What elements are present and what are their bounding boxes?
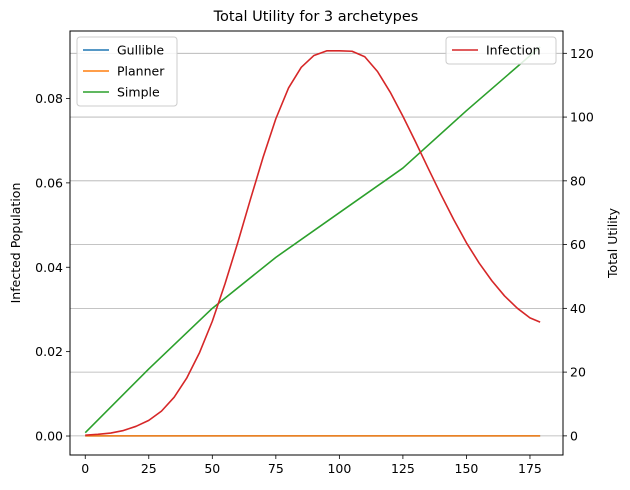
x-tick-label: 175 bbox=[518, 461, 542, 476]
y-tick-label-left: 0.00 bbox=[35, 429, 63, 444]
y-tick-label-right: 0 bbox=[570, 428, 578, 443]
y-axis-label-left: Infected Population bbox=[8, 183, 23, 304]
x-tick-label: 150 bbox=[455, 461, 479, 476]
x-tick-label: 50 bbox=[204, 461, 220, 476]
y-tick-label-right: 120 bbox=[570, 46, 594, 61]
chart-title: Total Utility for 3 archetypes bbox=[213, 9, 419, 25]
legend-label-infection: Infection bbox=[486, 43, 541, 58]
legend-label-simple: Simple bbox=[117, 85, 160, 100]
x-tick-label: 100 bbox=[327, 461, 351, 476]
y-tick-label-right: 60 bbox=[570, 237, 586, 252]
y-tick-label-right: 80 bbox=[570, 173, 586, 188]
x-tick-label: 125 bbox=[391, 461, 415, 476]
series-line-infection bbox=[85, 50, 541, 436]
grid bbox=[70, 52, 563, 437]
y-tick-label-left: 0.08 bbox=[35, 91, 63, 106]
legend-box bbox=[76, 36, 178, 107]
x-tick-label: 75 bbox=[268, 461, 284, 476]
axis-ticks: 0 25 50 75 100 125 150 175 0.00 0.02 0.04 0.06 0.08 0… bbox=[35, 46, 594, 476]
legend-right: Infection bbox=[445, 36, 557, 65]
y-tick-label-right: 100 bbox=[570, 110, 594, 125]
x-tick-label: 25 bbox=[141, 461, 157, 476]
legend-label-planner: Planner bbox=[117, 64, 165, 79]
legend-left: Gullible Planner Simple bbox=[76, 36, 178, 107]
plot-area bbox=[84, 46, 541, 437]
y-tick-label-left: 0.02 bbox=[35, 344, 63, 359]
legend-box bbox=[445, 36, 557, 65]
y-tick-label-right: 40 bbox=[570, 301, 586, 316]
y-tick-label-left: 0.04 bbox=[35, 260, 63, 275]
y-axis-label-right: Total Utility bbox=[605, 207, 620, 279]
x-tick-label: 0 bbox=[81, 461, 89, 476]
y-tick-label-left: 0.06 bbox=[35, 175, 63, 190]
series-line-simple bbox=[84, 46, 541, 434]
legend-label-gullible: Gullible bbox=[117, 43, 164, 58]
y-tick-label-right: 20 bbox=[570, 365, 586, 380]
axes-frame bbox=[69, 30, 564, 456]
